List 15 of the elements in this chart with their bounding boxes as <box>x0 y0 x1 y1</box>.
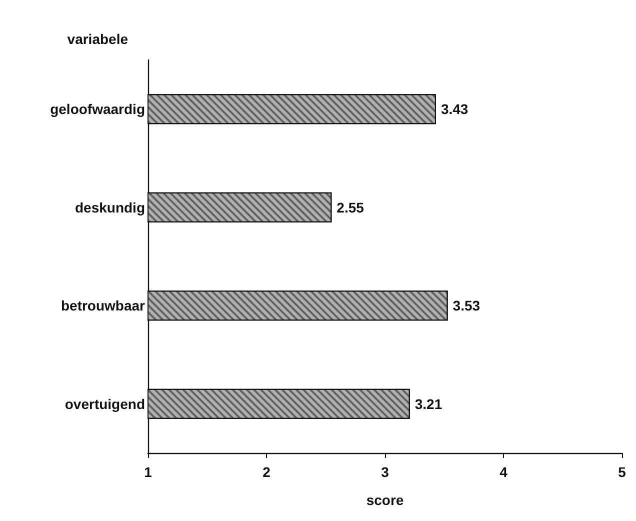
x-tick-label: 2 <box>262 464 271 480</box>
x-axis-title: score <box>366 492 404 508</box>
data-label: 3.53 <box>452 298 480 314</box>
x-tick-label: 1 <box>144 464 152 480</box>
data-label: 3.43 <box>440 101 468 118</box>
y-tick-label: betrouwbaar <box>60 298 146 314</box>
x-tick-label: 3 <box>381 464 390 480</box>
y-tick-label: deskundig <box>74 199 145 216</box>
y-axis-title: variabele <box>67 31 128 47</box>
data-label: 3.21 <box>414 396 442 412</box>
x-tick-label: 4 <box>500 464 508 480</box>
y-tick-label: overtuigend <box>64 396 145 412</box>
x-tick-label: 5 <box>618 464 626 480</box>
data-label: 2.55 <box>336 199 364 216</box>
y-tick-label: geloofwaardig <box>50 101 145 118</box>
